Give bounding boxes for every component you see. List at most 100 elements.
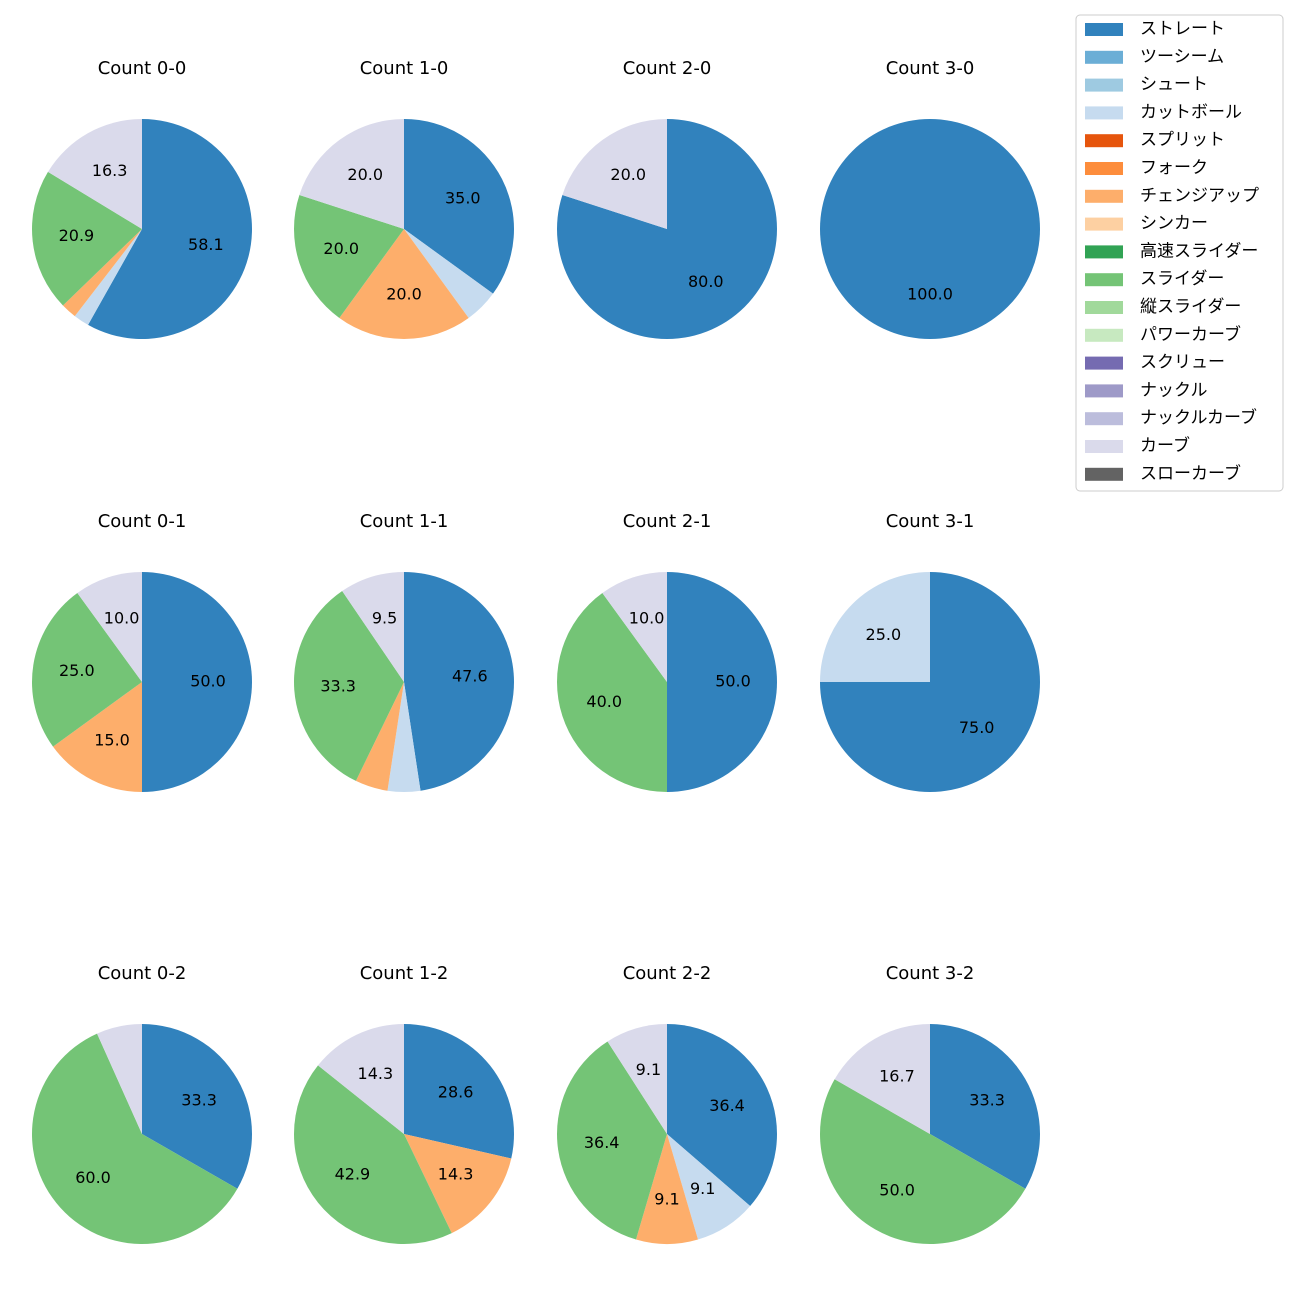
legend-swatch	[1085, 273, 1123, 287]
pie-slice	[834, 1024, 930, 1134]
pie-title: Count 3-1	[886, 511, 975, 532]
legend-label: パワーカーブ	[1140, 324, 1241, 345]
slice-label: 20.0	[347, 165, 383, 184]
pie-slice	[404, 1134, 512, 1234]
legend-label: カットボール	[1140, 102, 1242, 122]
pie-slice	[636, 1134, 698, 1244]
pie-title: Count 2-0	[623, 58, 712, 79]
slice-label: 100.0	[907, 285, 953, 304]
legend-label: チェンジアップ	[1140, 186, 1259, 206]
slice-label: 9.1	[636, 1060, 661, 1079]
legend-swatch	[1085, 162, 1123, 175]
pie-slice	[294, 1065, 452, 1244]
pie-slice	[667, 1134, 751, 1240]
legend-label: カーブ	[1140, 435, 1190, 456]
pie-slice	[355, 682, 404, 791]
slice-label: 9.1	[654, 1190, 679, 1209]
slice-label: 36.4	[584, 1133, 620, 1152]
legend-swatch	[1085, 301, 1123, 314]
slice-label: 33.3	[969, 1090, 1005, 1109]
pie-slice	[602, 572, 667, 682]
slice-label: 36.4	[709, 1096, 745, 1115]
pie-slice	[32, 1033, 238, 1244]
legend-label: スクリュー	[1140, 353, 1225, 373]
slice-label: 47.6	[452, 667, 488, 686]
slice-label: 58.1	[188, 235, 224, 254]
pie-slice	[557, 593, 667, 792]
pie-slice	[820, 572, 930, 682]
pie-slice	[404, 119, 514, 294]
pie-slice	[97, 1024, 142, 1134]
pie-title: Count 0-2	[98, 963, 187, 984]
pie-slice	[387, 682, 421, 792]
slice-label: 10.0	[104, 609, 140, 628]
pie-slice	[31, 593, 142, 747]
legend-swatch	[1085, 50, 1123, 64]
pie-slice	[88, 119, 253, 340]
legend-swatch	[1085, 328, 1123, 342]
legend-label: シュート	[1140, 75, 1208, 95]
pie-title: Count 3-2	[886, 963, 975, 984]
pie-slice	[930, 1024, 1041, 1189]
legend-swatch	[1085, 245, 1123, 259]
slice-label: 20.0	[610, 165, 646, 184]
pie-slice	[404, 1024, 514, 1159]
slice-label: 28.6	[438, 1082, 474, 1101]
legend-swatch	[1085, 440, 1123, 453]
pie-slice	[142, 1024, 252, 1189]
slice-label: 42.9	[335, 1165, 371, 1184]
slice-label: 16.3	[92, 161, 128, 180]
pie-slice	[607, 1024, 667, 1134]
legend-label: ストレート	[1140, 19, 1225, 39]
legend-label: スライダー	[1140, 269, 1224, 289]
slice-label: 50.0	[190, 672, 226, 691]
pie-title: Count 1-2	[360, 963, 449, 984]
legend-swatch	[1085, 217, 1123, 231]
pie-slice	[77, 572, 142, 682]
slice-label: 33.3	[181, 1090, 217, 1109]
legend-swatch	[1085, 467, 1123, 481]
pie-title: Count 3-0	[886, 58, 975, 79]
pie-slice	[47, 119, 142, 229]
slice-label: 40.0	[586, 692, 622, 711]
pie-slice	[31, 171, 142, 306]
pie-title: Count 1-0	[360, 58, 449, 79]
pie-slice	[667, 1024, 777, 1207]
legend-swatch	[1085, 23, 1123, 36]
pie-title: Count 2-1	[623, 511, 712, 532]
legend-label: ナックルカーブ	[1140, 407, 1257, 428]
legend-label: スローカーブ	[1140, 463, 1241, 484]
pie-slice	[317, 1024, 404, 1134]
legend-label: シンカー	[1140, 214, 1208, 234]
slice-label: 14.3	[438, 1165, 474, 1184]
slice-label: 15.0	[94, 730, 130, 749]
slice-label: 20.9	[59, 226, 95, 245]
legend-swatch	[1085, 106, 1123, 120]
pie-slice	[53, 682, 142, 792]
legend-label: ナックル	[1140, 380, 1208, 400]
pie-slice	[293, 591, 404, 781]
slice-label: 20.0	[323, 239, 359, 258]
slice-label: 25.0	[866, 625, 902, 644]
pie-slice	[404, 572, 514, 791]
legend-swatch	[1085, 189, 1123, 203]
slice-label: 25.0	[59, 661, 95, 680]
slice-label: 9.1	[690, 1179, 715, 1198]
pie-slice	[339, 229, 469, 340]
pie-title: Count 1-1	[360, 511, 449, 532]
pie-slice	[142, 572, 252, 792]
slice-label: 50.0	[879, 1181, 915, 1200]
pie-slice	[62, 229, 142, 317]
slice-label: 33.3	[320, 676, 356, 695]
slice-label: 35.0	[445, 189, 481, 208]
slice-label: 10.0	[629, 609, 665, 628]
pie-title: Count 0-0	[98, 58, 187, 79]
legend-label: 縦スライダー	[1140, 297, 1241, 317]
slice-label: 14.3	[358, 1064, 394, 1083]
pie-slice	[299, 119, 404, 229]
pie-slice	[556, 1041, 667, 1240]
legend-label: フォーク	[1140, 158, 1208, 178]
legend-box	[1075, 14, 1284, 492]
slice-label: 20.0	[386, 285, 422, 304]
legend-label: スプリット	[1140, 130, 1225, 150]
